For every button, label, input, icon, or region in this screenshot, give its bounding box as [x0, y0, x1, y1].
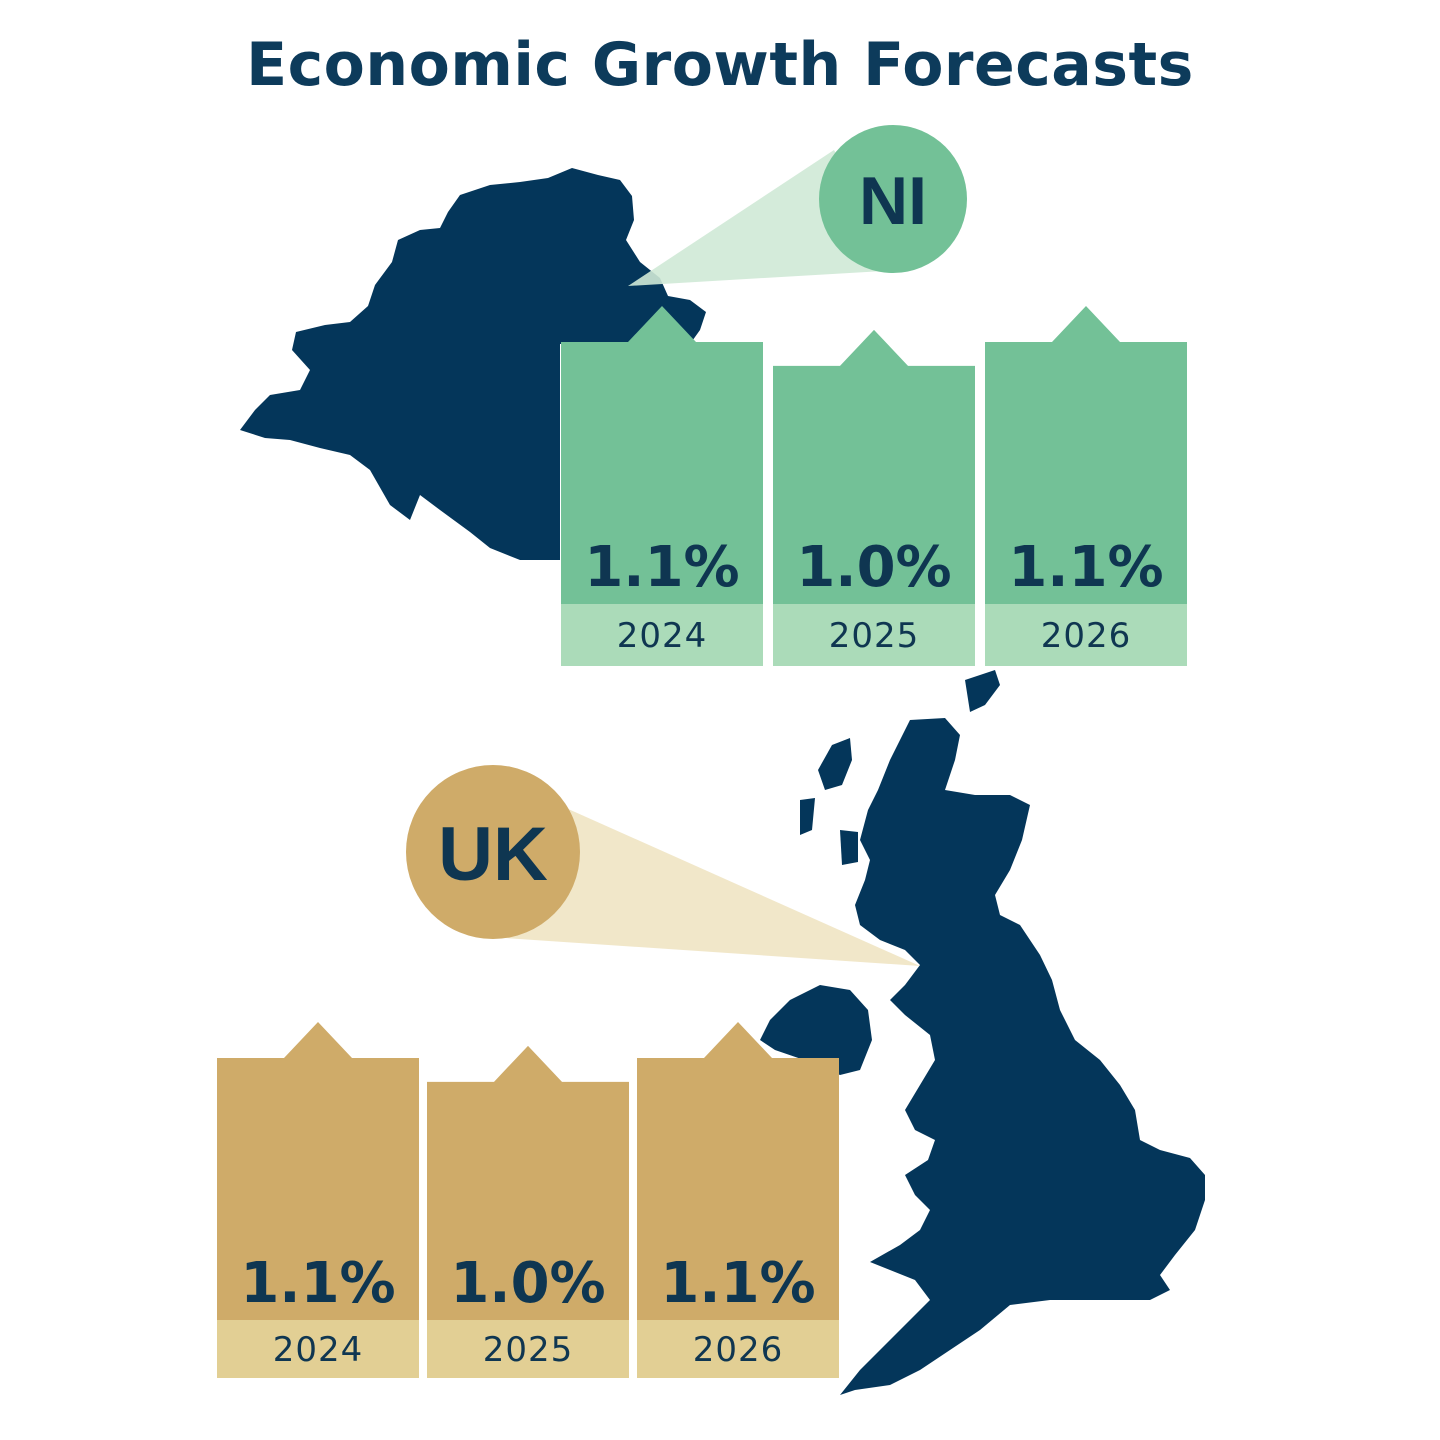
uk-value-label: 1.0%	[450, 1251, 605, 1316]
island-shape	[818, 738, 852, 790]
uk-year-strip	[637, 1320, 839, 1378]
ni-value-label: 1.1%	[1008, 535, 1163, 600]
uk-badge-label: UK	[438, 812, 548, 897]
ni-bar	[773, 329, 975, 604]
uk-value-label: 1.1%	[240, 1251, 395, 1316]
island-shape	[840, 830, 858, 865]
ni-year-strip	[773, 604, 975, 666]
uk-value-label: 1.1%	[660, 1251, 815, 1316]
uk-year-label: 2024	[273, 1330, 364, 1370]
uk-year-strip	[427, 1320, 629, 1378]
uk-bar	[637, 1022, 839, 1320]
uk-year-label: 2026	[693, 1330, 784, 1370]
uk-callout-beam	[490, 783, 920, 966]
uk-year-strip	[217, 1320, 419, 1378]
gb-map-shape	[840, 718, 1205, 1395]
ni-year-strip	[561, 604, 763, 666]
ni-map-shape	[240, 168, 706, 560]
uk-year-label: 2025	[483, 1330, 574, 1370]
page-title: Economic Growth Forecasts	[246, 30, 1194, 100]
island-shape	[965, 670, 1000, 712]
ni-badge-label: NI	[859, 163, 927, 239]
ni-map-shape-small	[760, 985, 872, 1075]
uk-bar	[217, 1022, 419, 1320]
ni-value-label: 1.0%	[796, 535, 951, 600]
uk-bar	[427, 1045, 629, 1320]
ni-value-label: 1.1%	[584, 535, 739, 600]
uk-badge-circle	[406, 765, 580, 939]
ni-year-label: 2024	[617, 616, 708, 656]
ni-year-label: 2025	[829, 616, 920, 656]
ni-bar	[561, 306, 763, 604]
ni-bar	[985, 306, 1187, 604]
ni-badge-circle	[819, 125, 967, 273]
bars-layer: 1.1% 2024 1.0% 2025 1.1% 2026 1.1% 2024 1.0% 2025…	[217, 306, 1187, 1378]
island-shape	[800, 798, 815, 835]
ni-year-label: 2026	[1041, 616, 1132, 656]
ni-year-strip	[985, 604, 1187, 666]
